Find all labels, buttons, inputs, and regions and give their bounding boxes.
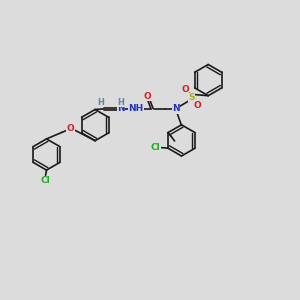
Text: Cl: Cl bbox=[40, 176, 50, 185]
Text: H: H bbox=[98, 98, 104, 107]
Text: Cl: Cl bbox=[151, 143, 160, 152]
Text: O: O bbox=[193, 101, 201, 110]
Text: O: O bbox=[181, 85, 189, 94]
Text: NH: NH bbox=[128, 104, 143, 113]
Text: H: H bbox=[118, 98, 124, 107]
Text: N: N bbox=[117, 104, 125, 113]
Text: S: S bbox=[188, 93, 195, 102]
Text: O: O bbox=[143, 92, 151, 101]
Text: O: O bbox=[67, 124, 74, 133]
Text: N: N bbox=[172, 104, 180, 113]
